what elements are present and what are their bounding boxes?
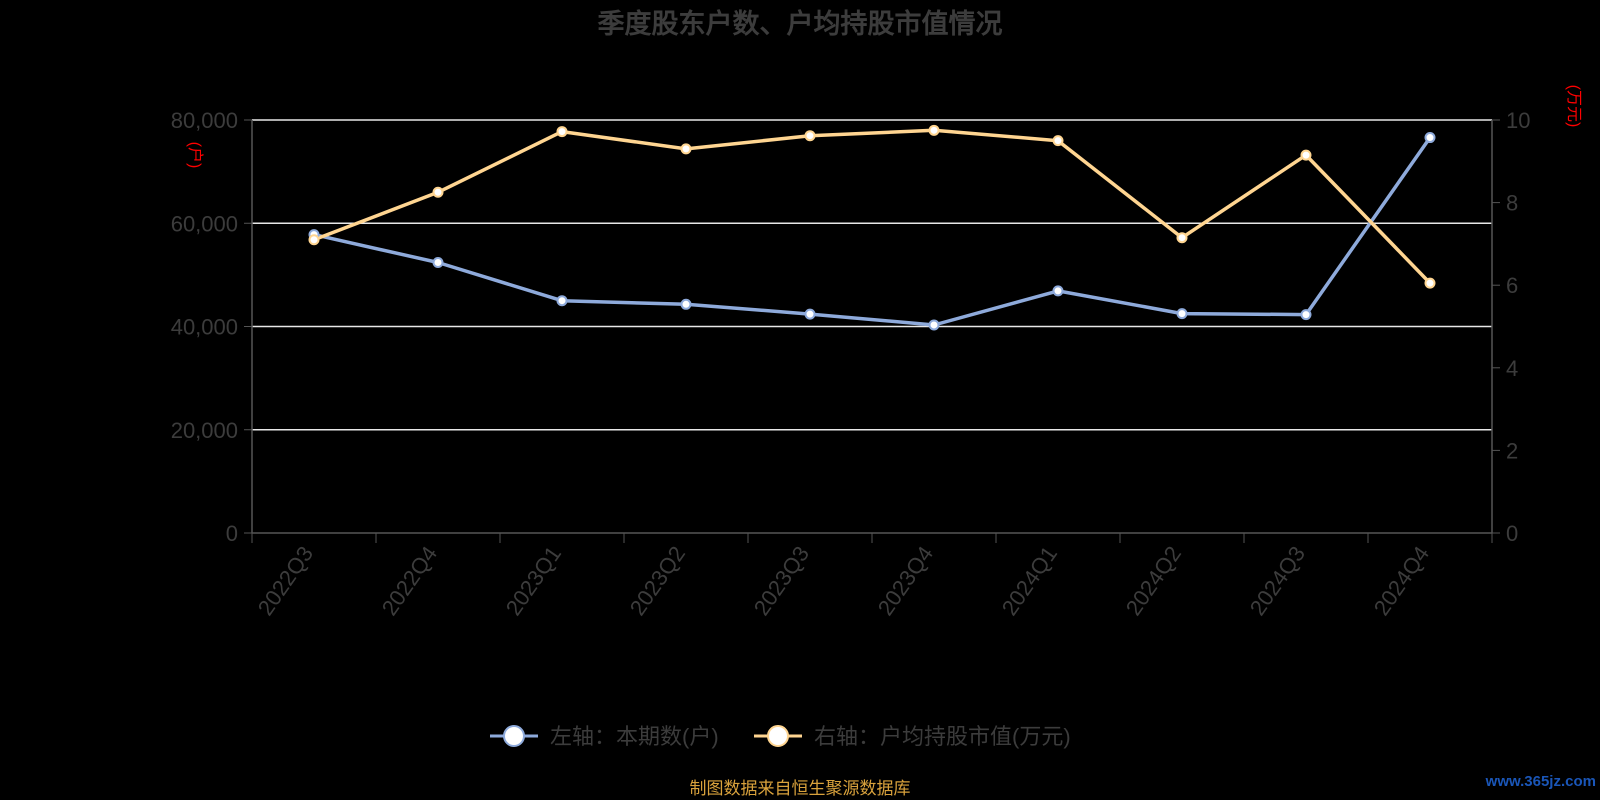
series-point-shareholders <box>804 308 816 320</box>
right-axis-tick-label: 0 <box>1506 521 1518 546</box>
right-axis-tick-label: 2 <box>1506 438 1518 463</box>
series-point-avg-holding-value <box>1300 149 1312 161</box>
legend[interactable]: 左轴：本期数(户) 右轴：户均持股市值(万元) <box>490 724 1071 749</box>
x-axis-tick-label: 2024Q1 <box>997 542 1062 620</box>
legend-label-right: 右轴：户均持股市值(万元) <box>814 724 1071 749</box>
grid-lines <box>252 119 1492 431</box>
left-axis-tick-label: 80,000 <box>171 108 238 133</box>
series-point-shareholders <box>432 256 444 268</box>
x-axis-tick-label: 2022Q3 <box>253 542 318 620</box>
right-axis-unit: (万元) <box>1565 85 1582 128</box>
x-axis-tick-label: 2023Q1 <box>501 542 566 620</box>
x-axis-tick-label: 2024Q4 <box>1369 542 1434 620</box>
legend-label-left: 左轴：本期数(户) <box>550 724 719 749</box>
source-note: 制图数据来自恒生聚源数据库 <box>690 779 911 798</box>
series-point-shareholders <box>1424 132 1436 144</box>
x-axis-tick-label: 2023Q3 <box>749 542 814 620</box>
left-axis-tick-label: 60,000 <box>171 211 238 236</box>
x-axis-tick-label: 2023Q4 <box>873 542 938 620</box>
series-point-avg-holding-value <box>804 130 816 142</box>
series-point-shareholders <box>1052 285 1064 297</box>
right-axis-ticks: 0 2 4 6 8 10 <box>1492 108 1530 546</box>
series-point-shareholders <box>1176 308 1188 320</box>
chart-title: 季度股东户数、户均持股市值情况 <box>598 8 1003 39</box>
left-axis-ticks: 0 20,000 40,000 60,000 80,000 <box>171 108 252 546</box>
series-point-avg-holding-value <box>928 124 940 136</box>
left-axis-tick-label: 0 <box>226 521 238 546</box>
series-point-shareholders <box>1300 309 1312 321</box>
series-line-avg-holding-value <box>313 128 1432 285</box>
left-axis-tick-label: 20,000 <box>171 418 238 443</box>
series-point-shareholders <box>556 295 568 307</box>
series-lines <box>313 128 1432 327</box>
series-point-avg-holding-value <box>556 126 568 138</box>
legend-item-left-series[interactable]: 左轴：本期数(户) <box>490 724 719 749</box>
x-axis-tick-label: 2022Q4 <box>377 542 442 620</box>
series-point-avg-holding-value <box>1052 135 1064 147</box>
watermark: www.365jz.com <box>1485 773 1596 790</box>
legend-item-right-series[interactable]: 右轴：户均持股市值(万元) <box>754 724 1071 749</box>
series-point-avg-holding-value <box>308 234 320 246</box>
series-point-avg-holding-value <box>1424 277 1436 289</box>
x-axis-tick-label: 2024Q3 <box>1245 542 1310 620</box>
left-axis-unit: (户) <box>186 142 204 169</box>
series-point-avg-holding-value <box>432 186 444 198</box>
legend-marker-left <box>503 725 525 747</box>
right-axis-tick-label: 4 <box>1506 356 1518 381</box>
series-point-shareholders <box>680 298 692 310</box>
series-points <box>308 124 1436 331</box>
x-axis-tick-label: 2024Q2 <box>1121 542 1186 620</box>
series-point-avg-holding-value <box>1176 232 1188 244</box>
x-axis-ticks: 2022Q3 2022Q4 2023Q1 2023Q2 2023Q3 2023Q4 2024… <box>251 533 1493 620</box>
x-axis-tick-label: 2023Q2 <box>625 542 690 620</box>
right-axis-tick-label: 6 <box>1506 273 1518 298</box>
right-axis-tick-label: 8 <box>1506 191 1518 216</box>
legend-marker-right <box>767 725 789 747</box>
series-line-shareholders <box>313 136 1432 327</box>
left-axis-tick-label: 40,000 <box>171 315 238 340</box>
right-axis-tick-label: 10 <box>1506 108 1530 133</box>
series-point-avg-holding-value <box>680 143 692 155</box>
series-point-shareholders <box>928 319 940 331</box>
